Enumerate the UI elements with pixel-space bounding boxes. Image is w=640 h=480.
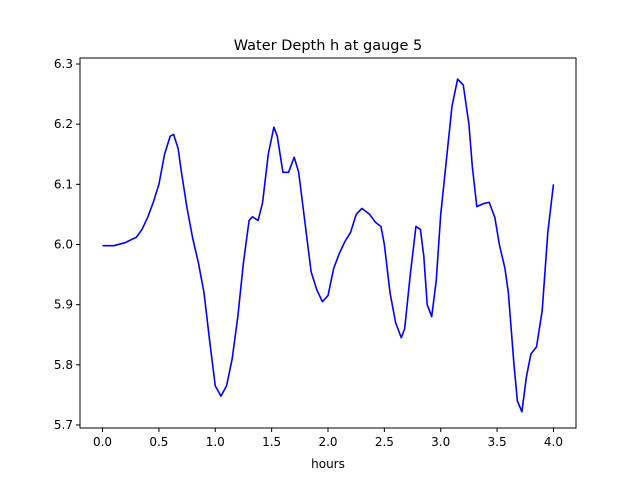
x-tick-label: 0.0	[93, 435, 112, 449]
y-tick-label: 5.9	[54, 298, 73, 312]
x-tick-label: 1.0	[206, 435, 225, 449]
y-tick-label: 5.7	[54, 418, 73, 432]
series-line	[102, 78, 555, 413]
y-tick-label: 5.8	[54, 358, 73, 372]
y-tick-label: 6.2	[54, 117, 73, 131]
x-axis-label: hours	[311, 457, 345, 471]
plot-area	[102, 78, 555, 413]
y-tick-label: 6.1	[54, 177, 73, 191]
chart-title: Water Depth h at gauge 5	[234, 38, 422, 54]
x-tick-label: 1.5	[262, 435, 281, 449]
x-tick-label: 4.0	[544, 435, 563, 449]
y-tick-label: 6.0	[54, 238, 73, 252]
x-axis: 0.0 0.5 1.0 1.5 2.0 2.5 3.0 3.5 4.0	[93, 428, 563, 449]
y-axis: 5.7 5.8 5.9 6.0 6.1 6.2 6.3	[54, 57, 80, 432]
x-tick-label: 2.5	[375, 435, 394, 449]
x-tick-label: 3.5	[488, 435, 507, 449]
x-tick-label: 2.0	[318, 435, 337, 449]
y-tick-label: 6.3	[54, 57, 73, 71]
x-tick-label: 3.0	[431, 435, 450, 449]
x-tick-label: 0.5	[149, 435, 168, 449]
